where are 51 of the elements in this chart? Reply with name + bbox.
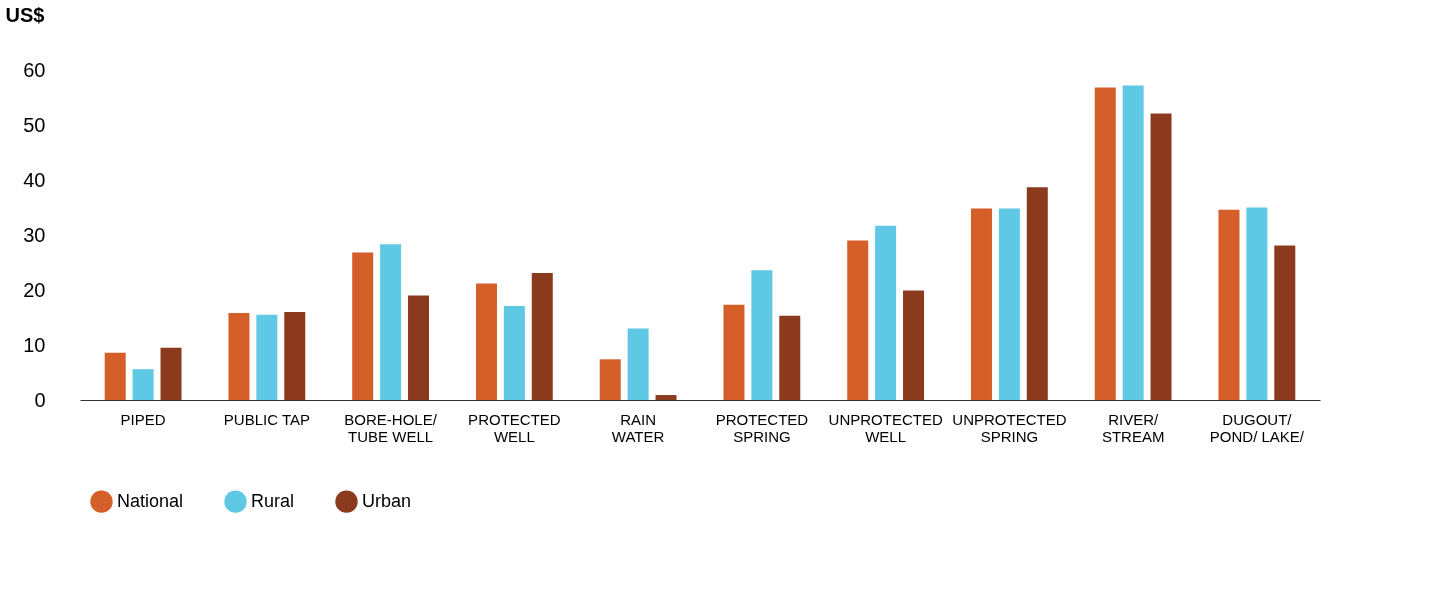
y-tick-label: 0 <box>34 388 46 411</box>
bar <box>284 312 306 400</box>
x-tick-label: PUBLIC TAP <box>223 410 310 428</box>
bar <box>1026 187 1048 400</box>
y-tick-label: 30 <box>23 223 46 246</box>
bar <box>475 283 497 400</box>
x-tick-label: DUGOUT/ POND/ LAKE/ <box>1209 410 1305 445</box>
bar <box>132 369 154 400</box>
legend-label: Urban <box>362 490 412 511</box>
bar <box>1218 209 1240 400</box>
bar <box>1274 245 1296 400</box>
bar <box>599 359 621 400</box>
bar <box>779 315 801 400</box>
legend-label: Rural <box>251 490 295 511</box>
bar <box>228 313 250 400</box>
x-tick-label: UNPROTECTED SPRING <box>952 410 1067 445</box>
bar <box>1122 85 1144 400</box>
bar <box>408 295 430 400</box>
x-tick-label: RIVER/ STREAM <box>1101 410 1165 445</box>
y-tick-label: 60 <box>23 58 46 81</box>
y-tick-label: 50 <box>23 113 46 136</box>
bar <box>531 272 553 400</box>
x-tick-label: PROTECTED WELL <box>468 410 561 445</box>
x-tick-label: BORE-HOLE/ TUBE WELL <box>344 410 438 445</box>
bar <box>847 240 869 400</box>
bar <box>903 290 925 400</box>
bar <box>1150 113 1172 400</box>
x-tick-label: UNPROTECTED WELL <box>828 410 943 445</box>
x-tick-label: PROTECTED SPRING <box>715 410 809 445</box>
bar <box>1094 87 1116 400</box>
bar <box>1246 207 1268 400</box>
bar <box>104 352 126 400</box>
x-tick-label: RAIN WATER <box>611 410 665 445</box>
bar <box>352 252 374 400</box>
y-tick-label: 40 <box>23 168 46 191</box>
bar <box>970 208 992 400</box>
bar <box>627 328 649 400</box>
bar <box>503 305 525 400</box>
bar <box>655 395 677 400</box>
legend-label: National <box>117 490 184 511</box>
bar <box>998 208 1020 400</box>
bar <box>751 270 773 400</box>
y-tick-label: 10 <box>23 333 46 356</box>
y-tick-label: 20 <box>23 278 46 301</box>
bar <box>160 347 182 400</box>
bar <box>380 244 402 400</box>
y-axis-title: US$ <box>5 3 45 26</box>
bar <box>875 225 897 400</box>
x-tick-label: PIPED <box>120 410 166 428</box>
bar <box>256 314 278 400</box>
bar <box>723 304 745 400</box>
